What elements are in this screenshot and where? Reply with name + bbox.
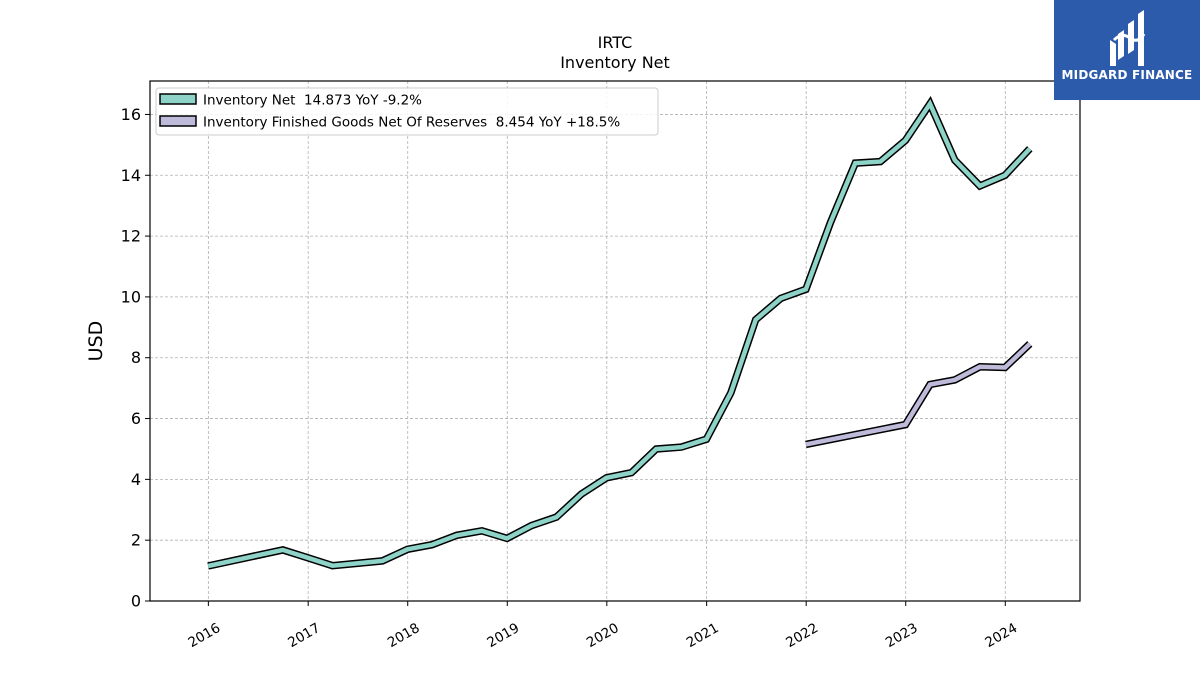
x-tick-label: 2019 (484, 620, 522, 651)
y-tick-label: 12 (121, 227, 141, 246)
series-line-outline-1 (805, 341, 1033, 449)
chart-subtitle: Inventory Net (560, 53, 670, 72)
chart-title: IRTC (598, 33, 633, 52)
midgard-logo-icon (1110, 10, 1146, 66)
x-tick-label: 2024 (982, 620, 1020, 651)
x-axis-ticks: 2016 2017 2018 2019 2020 2021 2022 2023 2024 (185, 601, 1020, 651)
y-tick-label: 4 (131, 470, 141, 489)
x-tick-label: 2022 (783, 620, 821, 651)
y-axis-ticks: 0 2 4 6 8 10 12 14 16 (121, 105, 150, 611)
brand-name: MIDGARD FINANCE (1061, 68, 1193, 82)
legend-swatch-finished-goods (159, 115, 197, 127)
plot-frame (149, 80, 1081, 602)
y-tick-label: 8 (131, 348, 141, 367)
series-lines (207, 96, 1033, 570)
legend: Inventory Net 14.873 YoY -9.2% Inventory… (155, 87, 659, 136)
x-tick-label: 2018 (385, 620, 423, 651)
x-tick-label: 2023 (883, 620, 921, 651)
y-tick-label: 0 (131, 592, 141, 611)
y-tick-label: 16 (121, 105, 141, 124)
y-axis-label: USD (85, 321, 107, 362)
y-tick-label: 2 (131, 531, 141, 550)
x-tick-label: 2021 (684, 620, 722, 651)
series-line-0 (207, 99, 1032, 569)
legend-swatch-inventory-net (159, 93, 197, 105)
brand-logo: MIDGARD FINANCE (1054, 0, 1200, 100)
series-line-outline-0 (207, 96, 1033, 570)
legend-label-inventory-net: Inventory Net 14.873 YoY -9.2% (203, 93, 422, 109)
grid (150, 81, 1080, 602)
y-tick-label: 6 (131, 409, 141, 428)
y-tick-label: 14 (121, 166, 141, 185)
series-line-1 (805, 342, 1032, 447)
x-tick-label: 2020 (584, 620, 622, 651)
x-tick-label: 2017 (285, 620, 323, 651)
legend-box (155, 87, 659, 136)
x-tick-label: 2016 (185, 620, 223, 651)
y-tick-label: 10 (121, 287, 141, 306)
legend-label-finished-goods: Inventory Finished Goods Net Of Reserves… (203, 115, 620, 131)
